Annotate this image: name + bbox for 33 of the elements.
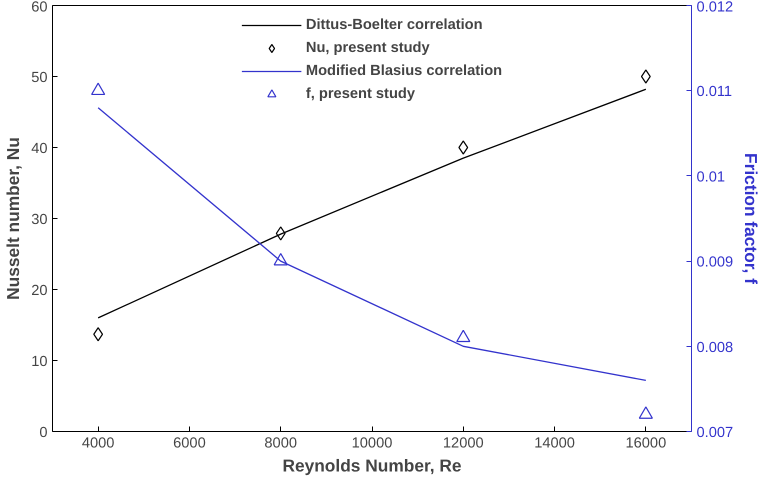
y-tick-label: 0: [39, 425, 48, 441]
legend-label: Modified Blasius correlation: [306, 63, 502, 79]
y2-axis-title: Friction factor, f: [741, 153, 762, 284]
y2-tick-label: 0.009: [696, 254, 734, 271]
y-tick-label: 10: [31, 354, 48, 370]
point: [640, 69, 651, 84]
x-tick-label: 12000: [442, 436, 484, 452]
legend-label: Nu, present study: [306, 40, 430, 56]
point: [276, 226, 286, 241]
y-tick-label: 20: [31, 283, 48, 299]
legend-label: Dittus-Boelter correlation: [306, 17, 483, 33]
point: [458, 140, 468, 155]
x-tick-label: 8000: [264, 436, 298, 452]
y-tick-label: 40: [31, 141, 48, 157]
y2-tick-label: 0.007: [696, 425, 734, 441]
y2-tick-label: 0.012: [696, 0, 734, 16]
y-tick-label: 60: [31, 0, 48, 16]
y-axis-title: Nusselt number, Nu: [3, 137, 24, 300]
y2-tick-label: 0.008: [696, 340, 734, 356]
y-tick-label: 30: [31, 212, 48, 228]
line-series: [97, 88, 647, 319]
y2-tick-label: 0.011: [696, 84, 732, 100]
x-axis-title: Reynolds Number, Re: [282, 456, 462, 476]
x-tick-label: 4000: [82, 436, 114, 452]
x-tick-label: 10000: [352, 436, 392, 452]
x-tick-label: 6000: [173, 436, 206, 452]
line-series: [97, 107, 647, 382]
x-tick-label: 16000: [625, 436, 666, 452]
y-tick-label: 50: [31, 70, 48, 86]
y2-tick-label: 0.01: [696, 169, 726, 186]
x-tick-label: 14000: [534, 436, 575, 452]
point: [93, 327, 104, 342]
legend-label: f, present study: [306, 86, 416, 102]
